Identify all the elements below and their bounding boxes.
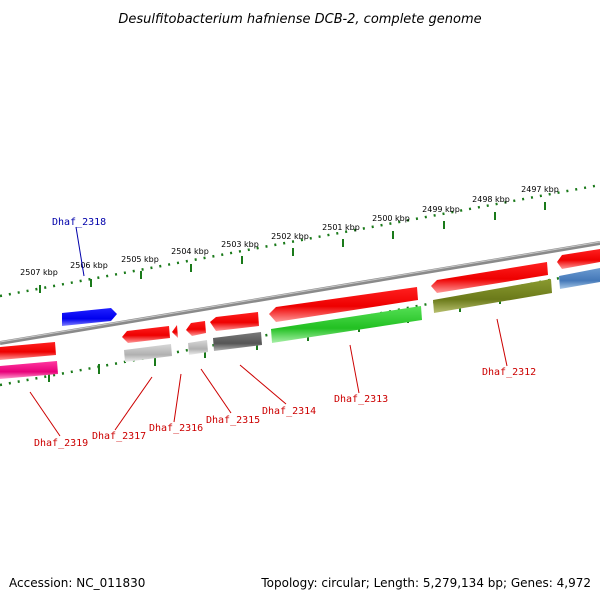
gene-dhaf-2319-pink[interactable] [0, 361, 58, 379]
leader-dhaf-2317 [114, 376, 153, 431]
gene-label-dhaf-2316[interactable]: Dhaf_2316 [149, 423, 203, 434]
gene-dhaf-2313-green[interactable] [271, 306, 422, 343]
ruler-label: 2497 kbp [521, 185, 559, 194]
gene-dhaf-2312-olive[interactable] [433, 279, 552, 313]
accession-text: Accession: NC_011830 [9, 576, 145, 590]
gene-labels: Dhaf_2318 Dhaf_2319 Dhaf_2317 Dhaf_2316 … [34, 217, 536, 449]
gene-label-dhaf-2319[interactable]: Dhaf_2319 [34, 438, 88, 449]
gene-edge-steel[interactable] [559, 268, 600, 289]
leader-dhaf-2318 [75, 226, 85, 277]
gene-dhaf-2314-red[interactable] [210, 312, 259, 331]
gene-label-dhaf-2317[interactable]: Dhaf_2317 [92, 431, 146, 442]
gene-dhaf-2315-gray[interactable] [188, 340, 208, 355]
gene-label-dhaf-2315[interactable]: Dhaf_2315 [206, 415, 260, 426]
gene-dhaf-2312-red[interactable] [431, 262, 548, 293]
leader-dhaf-2316 [173, 373, 182, 423]
ruler-label: 2503 kbp [221, 240, 259, 249]
gene-label-dhaf-2313[interactable]: Dhaf_2313 [334, 394, 388, 405]
gene-dhaf-2314-darkgray[interactable] [213, 332, 262, 351]
gene-label-dhaf-2314[interactable]: Dhaf_2314 [262, 406, 316, 417]
leader-dhaf-2314 [239, 364, 287, 405]
gene-track-reverse-inner [0, 268, 600, 379]
ruler-label: 2505 kbp [121, 255, 159, 264]
gene-dhaf-2316-red-arrow[interactable] [172, 325, 178, 338]
ruler-label: 2499 kbp [422, 205, 460, 214]
ruler-label: 2507 kbp [20, 268, 58, 277]
leader-dhaf-2313 [349, 344, 360, 394]
ruler-label: 2502 kbp [271, 232, 309, 241]
gene-dhaf-2317-red[interactable] [122, 326, 170, 343]
ruler-label: 2498 kbp [472, 195, 510, 204]
gene-dhaf-2315-red[interactable] [186, 321, 206, 336]
ruler-label: 2501 kbp [322, 223, 360, 232]
gene-label-dhaf-2312[interactable]: Dhaf_2312 [482, 367, 536, 378]
map-title: Desulfitobacterium hafniense DCB-2, comp… [118, 12, 481, 27]
gene-dhaf-2318[interactable] [62, 308, 117, 326]
leader-dhaf-2319 [29, 391, 61, 437]
leader-dhaf-2315 [200, 368, 232, 414]
ruler-label: 2500 kbp [372, 214, 410, 223]
leader-dhaf-2312 [496, 318, 508, 367]
genome-backbone-highlight [0, 241, 600, 343]
gene-label-dhaf-2318[interactable]: Dhaf_2318 [52, 217, 106, 228]
gene-edge-red[interactable] [557, 249, 600, 269]
gene-dhaf-2313-red[interactable] [269, 287, 418, 322]
outer-ruler-ticks [39, 202, 546, 293]
outer-ruler: 2507 kbp 2506 kbp 2505 kbp 2504 kbp 2503… [0, 183, 600, 298]
genome-summary-text: Topology: circular; Length: 5,279,134 bp… [260, 576, 591, 590]
gene-dhaf-2319-red[interactable] [0, 342, 56, 360]
ruler-label: 2506 kbp [70, 261, 108, 270]
ruler-label: 2504 kbp [171, 247, 209, 256]
gene-track-reverse-outer [0, 249, 600, 360]
label-leaders [29, 226, 508, 437]
gene-track-forward [62, 308, 117, 326]
gene-dhaf-2317-gray[interactable] [124, 344, 172, 362]
